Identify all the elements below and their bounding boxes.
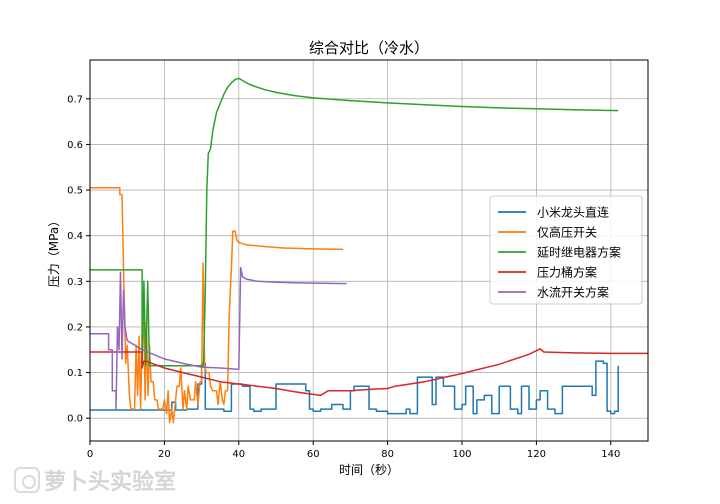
x-tick-label: 120 xyxy=(527,449,546,460)
y-tick-label: 0.0 xyxy=(67,414,83,425)
y-tick-label: 0.6 xyxy=(67,140,83,151)
watermark: 萝卜头实验室 xyxy=(14,464,176,496)
legend-label-4: 压力桶方案 xyxy=(537,265,597,280)
x-tick-label: 20 xyxy=(158,449,171,460)
series-line-5 xyxy=(90,266,347,410)
x-tick-label: 100 xyxy=(452,449,471,460)
y-tick-label: 0.5 xyxy=(67,186,83,197)
series-layer xyxy=(90,77,648,424)
y-tick-label: 0.4 xyxy=(67,231,83,242)
x-tick-label: 140 xyxy=(601,449,620,460)
y-tick-label: 0.7 xyxy=(67,94,83,105)
radish-logo-icon xyxy=(14,467,40,493)
plot-frame xyxy=(89,59,649,442)
series-line-2 xyxy=(90,187,344,424)
y-tick-label: 0.2 xyxy=(67,322,83,333)
legend-label-2: 仅高压开关 xyxy=(537,225,597,240)
y-axis: 0.0 0.1 0.2 0.3 0.4 0.5 0.6 0.7 xyxy=(67,94,90,425)
watermark-text: 萝卜头实验室 xyxy=(44,470,177,495)
chart-title: 综合对比（冷水） xyxy=(309,39,429,57)
x-tick-label: 80 xyxy=(381,449,394,460)
x-axis: 0 20 40 60 80 100 120 140 xyxy=(87,441,620,460)
x-axis-label: 时间（秒） xyxy=(339,463,399,477)
x-tick-label: 40 xyxy=(232,449,245,460)
series-line-4 xyxy=(90,348,648,397)
legend-label-3: 延时继电器方案 xyxy=(537,245,621,260)
legend-label-1: 小米龙头直连 xyxy=(537,205,609,220)
y-axis-label: 压力（MPa） xyxy=(47,215,61,287)
series-line-1 xyxy=(90,360,619,415)
x-tick-label: 0 xyxy=(87,449,93,460)
legend-label-5: 水流开关方案 xyxy=(537,285,609,300)
x-tick-label: 60 xyxy=(307,449,320,460)
y-tick-label: 0.1 xyxy=(67,368,83,379)
legend-box xyxy=(489,195,643,305)
y-tick-label: 0.3 xyxy=(67,277,83,288)
series-line-3 xyxy=(90,77,619,367)
